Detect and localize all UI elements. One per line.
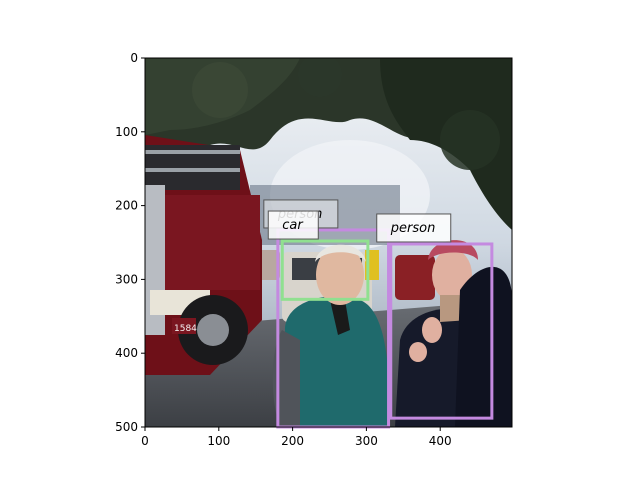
- photo: 1584: [145, 58, 512, 427]
- detection-label-car: car: [282, 218, 304, 233]
- x-tick-label: 200: [281, 434, 304, 448]
- axes-frame: [144, 57, 513, 428]
- y-tick-label: 0: [130, 51, 138, 65]
- fire-truck: 1584: [145, 135, 262, 375]
- truck-number: 1584: [174, 324, 197, 334]
- x-tick-label: 400: [429, 434, 452, 448]
- x-tick-label: 100: [207, 434, 230, 448]
- detection-label-bg: [376, 213, 452, 243]
- y-tick-label: 400: [115, 346, 138, 360]
- y-tick-label: 300: [115, 272, 138, 286]
- detection-label-bg: [267, 210, 319, 240]
- detection-box-person: [389, 242, 494, 420]
- detection-label-person: person: [390, 221, 436, 236]
- axis-ticks: 0 100 200 300 400 0 100 200 300 400 500: [115, 51, 452, 448]
- y-tick-label: 500: [115, 420, 138, 434]
- detection-box-car: [280, 239, 370, 301]
- person-left: [272, 244, 390, 427]
- y-tick-label: 200: [115, 199, 138, 213]
- x-tick-label: 300: [355, 434, 378, 448]
- tree-canopy: [145, 58, 512, 230]
- y-tick-label: 100: [115, 125, 138, 139]
- x-tick-label: 0: [141, 434, 149, 448]
